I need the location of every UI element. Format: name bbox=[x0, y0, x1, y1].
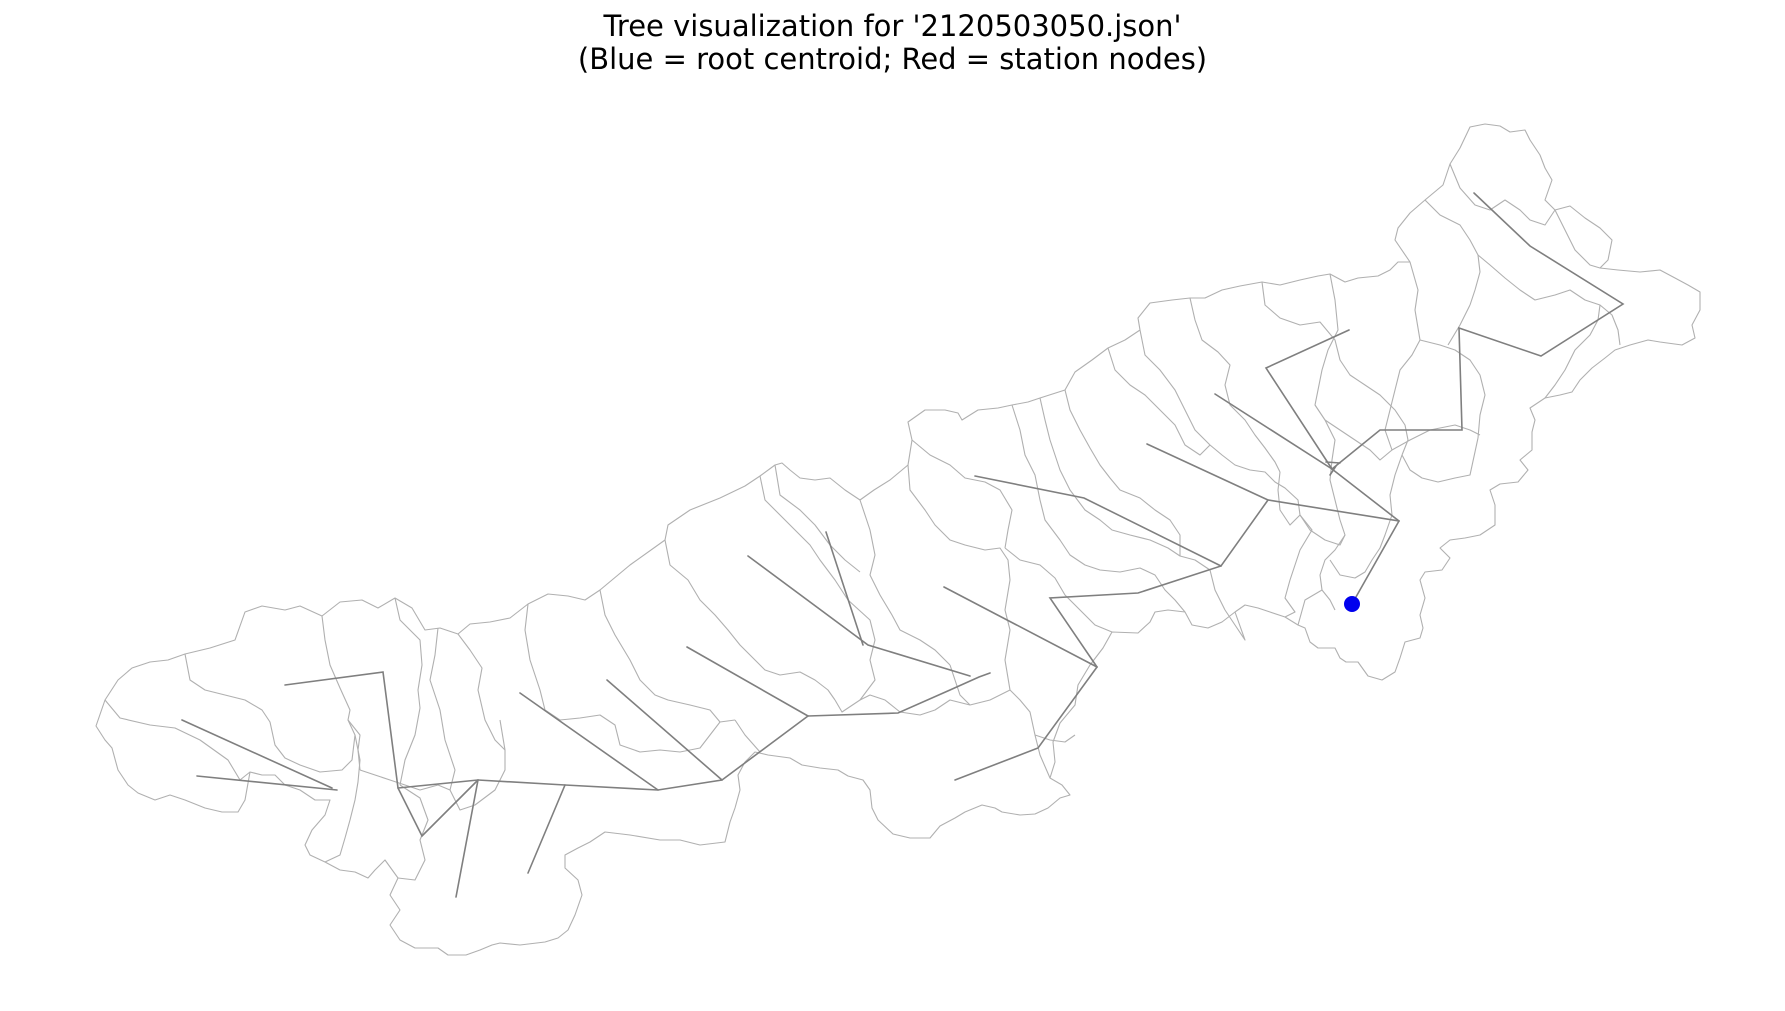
figure-subtitle: (Blue = root centroid; Red = station nod… bbox=[577, 42, 1208, 76]
root-centroid-marker bbox=[1344, 596, 1360, 612]
figure-title: Tree visualization for '2120503050.json' bbox=[603, 9, 1182, 43]
basin-outline bbox=[95, 123, 1701, 956]
tree-edges bbox=[181, 192, 1625, 898]
sub-basin-divides bbox=[104, 163, 1621, 881]
